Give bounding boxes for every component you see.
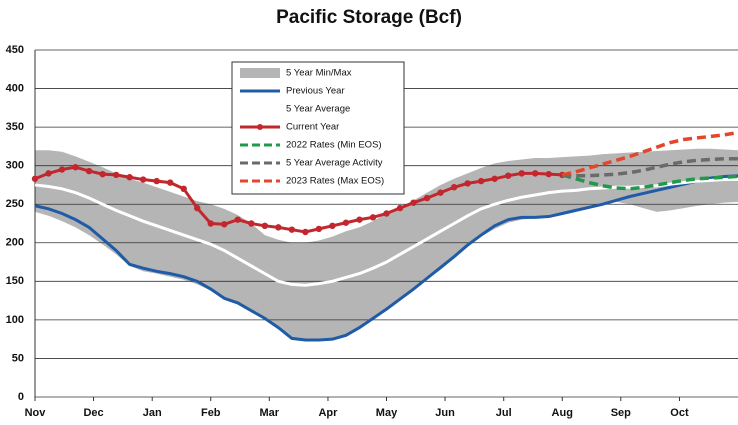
- x-tick-label: Sep: [611, 407, 631, 419]
- y-tick-label: 450: [6, 44, 24, 56]
- legend-marker: [257, 124, 263, 130]
- series-marker: [99, 170, 106, 178]
- series-marker: [126, 174, 133, 181]
- series-marker: [369, 214, 377, 221]
- legend-swatch: [240, 68, 280, 78]
- series-marker: [410, 199, 417, 206]
- x-tick-label: Jan: [143, 407, 162, 419]
- series-marker: [477, 177, 485, 185]
- series-marker: [491, 175, 498, 182]
- series-marker: [31, 175, 39, 182]
- series-marker: [112, 171, 120, 179]
- series-marker: [180, 185, 187, 192]
- x-tick-label: Apr: [318, 407, 338, 419]
- series-marker: [302, 228, 309, 236]
- series-marker: [329, 222, 336, 230]
- series-marker: [383, 210, 390, 217]
- x-tick-label: Feb: [201, 407, 221, 419]
- series-marker: [288, 226, 296, 233]
- y-tick-label: 100: [6, 314, 24, 326]
- series-marker: [72, 164, 79, 171]
- series-marker: [234, 216, 241, 223]
- series-marker: [85, 167, 93, 175]
- x-tick-label: Oct: [670, 407, 689, 419]
- series-marker: [166, 179, 174, 186]
- x-tick-label: Jul: [496, 407, 512, 419]
- series-marker: [58, 166, 66, 173]
- series-marker: [315, 225, 323, 233]
- y-tick-label: 0: [18, 391, 24, 403]
- legend-label: 2022 Rates (Min EOS): [286, 140, 382, 151]
- series-line: [561, 130, 738, 177]
- series-marker: [396, 204, 404, 212]
- y-tick-label: 350: [6, 121, 24, 133]
- series-marker: [504, 172, 512, 179]
- min-max-band: [35, 148, 738, 340]
- legend-label: 2023 Rates (Max EOS): [286, 176, 384, 187]
- series-line: [562, 156, 738, 178]
- y-tick-label: 150: [6, 275, 24, 287]
- x-tick-label: May: [376, 407, 398, 419]
- y-tick-label: 50: [12, 352, 24, 364]
- legend-label: 5 Year Average: [286, 104, 350, 115]
- x-tick-label: Dec: [83, 407, 103, 419]
- series-line: [34, 165, 563, 234]
- series-marker: [450, 184, 458, 191]
- legend-label: Current Year: [286, 122, 339, 133]
- series-marker: [356, 216, 363, 223]
- x-tick-label: Nov: [25, 407, 47, 419]
- x-tick-label: Aug: [552, 407, 573, 419]
- series-marker: [437, 189, 444, 196]
- chart-title: Pacific Storage (Bcf): [276, 7, 462, 28]
- x-tick-label: Mar: [260, 407, 280, 419]
- legend-label: 5 Year Average Activity: [286, 158, 383, 169]
- series-line: [561, 173, 738, 191]
- series-marker: [139, 176, 147, 183]
- x-tick-label: Jun: [435, 407, 455, 419]
- series-marker: [261, 222, 269, 230]
- series-line: [34, 174, 738, 342]
- series-marker: [221, 221, 228, 228]
- series-marker: [194, 204, 201, 212]
- series-marker: [207, 220, 214, 227]
- series-marker: [532, 170, 539, 177]
- legend-label: 5 Year Min/Max: [286, 68, 352, 79]
- series-marker: [464, 180, 471, 187]
- series-marker: [248, 220, 255, 227]
- series-marker: [45, 170, 52, 177]
- y-tick-label: 250: [6, 198, 24, 210]
- y-tick-label: 200: [6, 237, 24, 249]
- series-marker: [275, 224, 282, 231]
- series-marker: [342, 219, 350, 226]
- series-marker: [423, 194, 431, 202]
- series-marker: [153, 177, 160, 185]
- series-marker: [518, 170, 525, 177]
- legend-label: Previous Year: [286, 86, 345, 97]
- y-tick-label: 400: [6, 82, 24, 94]
- series-marker: [545, 170, 552, 178]
- y-tick-label: 300: [6, 160, 24, 172]
